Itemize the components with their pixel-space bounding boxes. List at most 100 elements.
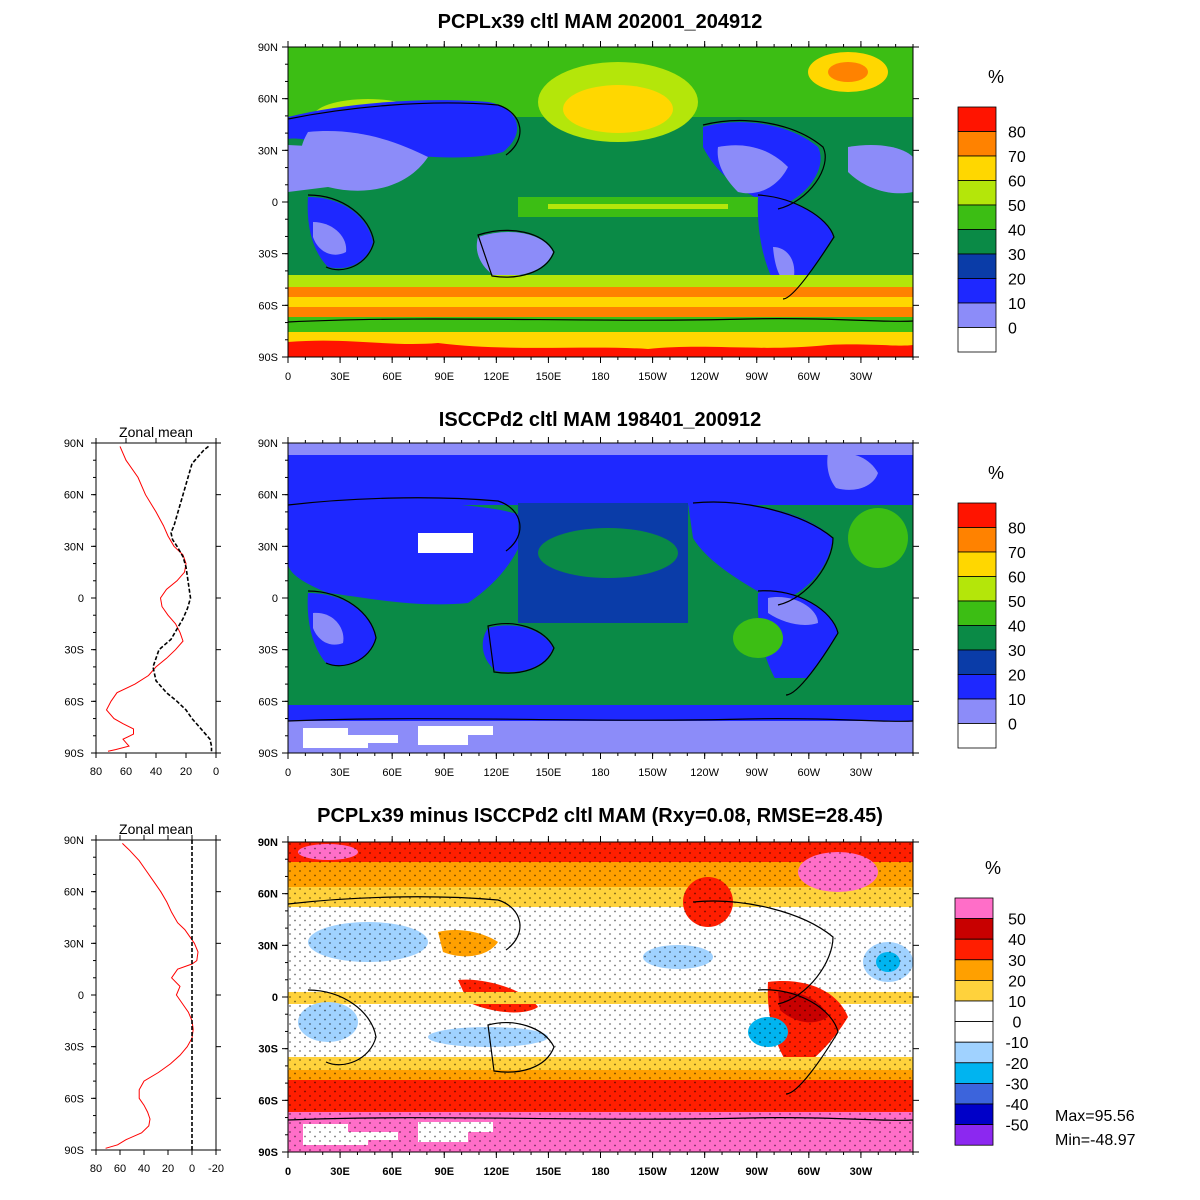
map-lon-label: 150E xyxy=(536,767,562,779)
zonal-y-label: 90N xyxy=(64,835,84,847)
zonal-x-label: 60 xyxy=(114,1163,126,1175)
map-lon-label: 150W xyxy=(638,1166,667,1178)
colorbar-level-label: 70 xyxy=(1008,545,1026,562)
colorbar-level-label: -30 xyxy=(1005,1076,1028,1093)
zonal-x-label: 40 xyxy=(138,1163,150,1175)
map-bottom-coastlines xyxy=(288,896,913,1122)
colorbar-swatch xyxy=(954,1041,994,1064)
map-top-region xyxy=(300,131,428,191)
stat-max: Max=95.56 xyxy=(1055,1108,1135,1125)
chart-marks: 90N 60N 30N 0 30S 60S 90S 0 30E 60E 90E 120E 150E 180… xyxy=(64,41,1029,1178)
colorbar-level-label: 60 xyxy=(1008,174,1026,191)
map-lon-label: 90E xyxy=(434,767,454,779)
colorbar-swatch xyxy=(957,180,997,206)
colorbar-level-label: 10 xyxy=(1008,994,1026,1011)
zonal-y-label: 90S xyxy=(64,748,84,760)
map-lon-label: 60E xyxy=(382,1166,402,1178)
colorbar-swatch xyxy=(954,897,994,920)
map-middle-region xyxy=(848,508,908,568)
map-middle-coastlines xyxy=(288,497,913,723)
zonal-y-label: 30S xyxy=(64,645,84,657)
map-lat-label: 90S xyxy=(258,352,278,364)
map-middle-region xyxy=(288,501,528,605)
colorbar-swatch xyxy=(957,625,997,651)
colorbar-swatch xyxy=(954,959,994,981)
map-top-region xyxy=(563,85,673,133)
colorbar-level-label: 20 xyxy=(1008,668,1026,685)
map-bottom-significance-stipple xyxy=(288,842,913,1152)
colorbar-level-label: 30 xyxy=(1008,643,1026,660)
panel-top-map xyxy=(287,46,914,358)
map-middle-region xyxy=(288,678,913,708)
colorbar-swatch xyxy=(954,1103,994,1126)
colorbar-level-label: 20 xyxy=(1008,973,1026,990)
colorbar-level-label: 0 xyxy=(1008,717,1017,734)
colorbar-unit: % xyxy=(988,67,1004,87)
colorbar-level-label: 40 xyxy=(1008,223,1026,240)
map-top-region xyxy=(773,247,795,283)
colorbar-level-label: 30 xyxy=(1008,953,1026,970)
map-top-region xyxy=(313,222,347,255)
map-lat-label: 60N xyxy=(258,490,278,502)
colorbar-level-label: 10 xyxy=(1008,692,1026,709)
map-lon-label: 150E xyxy=(536,1166,562,1178)
map-lat-label: 90N xyxy=(258,837,278,849)
colorbar-swatch xyxy=(957,576,997,602)
colorbar-level-label: 80 xyxy=(1008,521,1026,538)
map-middle-region xyxy=(827,452,878,490)
map-lat-label: 90N xyxy=(258,42,278,54)
colorbar-swatch xyxy=(954,1062,994,1084)
map-lon-label: 180 xyxy=(591,1166,609,1178)
colorbar-swatch xyxy=(957,502,997,528)
map-top-region xyxy=(548,204,728,209)
map-lat-label: 60S xyxy=(258,300,278,312)
colorbar-swatch xyxy=(954,1000,994,1023)
zonal-y-label: 60S xyxy=(64,696,84,708)
map-lon-label: 90W xyxy=(745,1166,768,1178)
zonal-series-line xyxy=(152,445,213,752)
zonal-x-label: 60 xyxy=(120,766,132,778)
map-top-region xyxy=(828,62,868,82)
map-lon-label: 120W xyxy=(690,371,719,383)
zonal-y-label: 90S xyxy=(64,1145,84,1157)
zonal-x-label: 20 xyxy=(180,766,192,778)
colorbar-unit: % xyxy=(988,463,1004,483)
map-lon-label: 90E xyxy=(434,1166,454,1178)
map-lon-label: 120E xyxy=(483,1166,509,1178)
map-lon-label: 60W xyxy=(798,1166,821,1178)
map-middle-region xyxy=(538,528,678,578)
map-middle-region xyxy=(733,618,783,658)
map-lon-label: 30E xyxy=(330,1166,350,1178)
map-lon-label: 150W xyxy=(638,767,667,779)
map-lat-label: 90S xyxy=(258,1147,278,1159)
map-middle-region xyxy=(482,625,553,673)
colorbar-level-label: 50 xyxy=(1008,198,1026,215)
zonal-mean-title: Zonal mean xyxy=(119,821,193,837)
colorbar-level-label: 50 xyxy=(1008,912,1026,929)
colorbar-swatch xyxy=(957,278,997,304)
zonal-y-label: 30N xyxy=(64,541,84,553)
map-top-region xyxy=(717,145,788,194)
map-lon-label: 0 xyxy=(285,371,291,383)
map-lon-label: 150E xyxy=(536,371,562,383)
map-lon-label: 120E xyxy=(483,371,509,383)
colorbar-level-label: 20 xyxy=(1008,272,1026,289)
panel-middle-title: ISCCPd2 cltl MAM 198401_200912 xyxy=(439,409,761,431)
map-lon-label: 30W xyxy=(850,1166,873,1178)
colorbar-swatch xyxy=(954,1124,994,1146)
map-lon-label: 180 xyxy=(591,371,609,383)
colorbar-swatch xyxy=(957,155,997,181)
colorbar-swatch xyxy=(957,649,997,675)
stat-min: Min=-48.97 xyxy=(1055,1132,1136,1149)
colorbar-swatch xyxy=(957,551,997,577)
map-lat-label: 30S xyxy=(258,645,278,657)
zonal-x-label: 80 xyxy=(90,1163,102,1175)
panel-top-title: PCPLx39 cltl MAM 202001_204912 xyxy=(438,11,763,33)
map-lon-label: 90W xyxy=(745,767,768,779)
zonal-y-label: 60N xyxy=(64,490,84,502)
zonal-mean-title: Zonal mean xyxy=(119,424,193,440)
colorbar-swatch xyxy=(957,527,997,553)
map-lat-label: 60N xyxy=(258,889,278,901)
map-lat-label: 0 xyxy=(272,197,278,209)
